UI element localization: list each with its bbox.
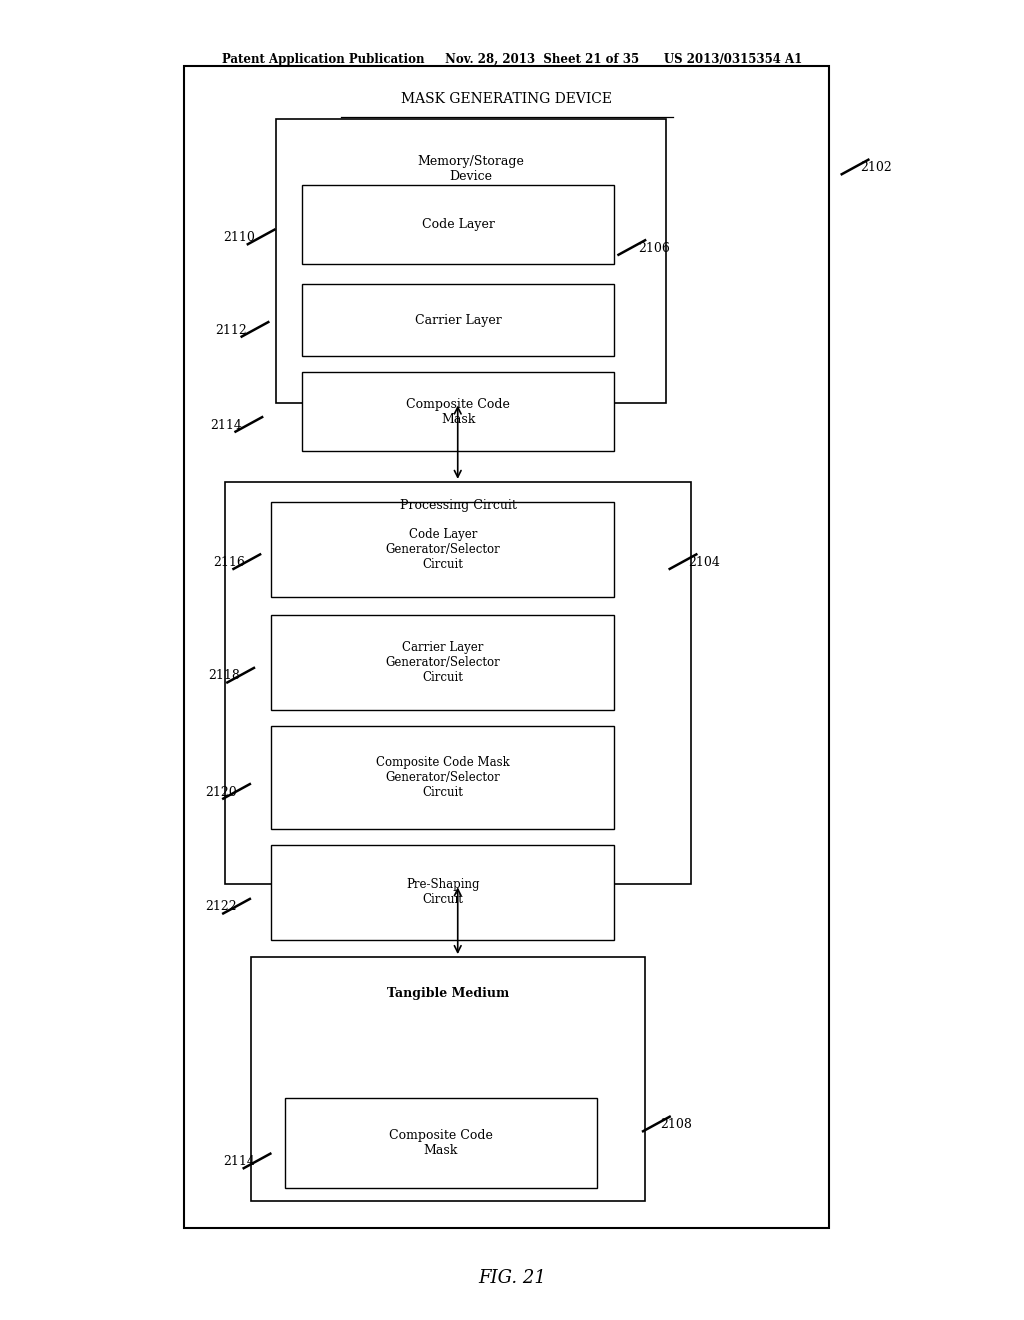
- Text: 2104: 2104: [688, 556, 720, 569]
- Text: 2102: 2102: [860, 161, 892, 174]
- FancyBboxPatch shape: [285, 1098, 597, 1188]
- Text: Composite Code
Mask: Composite Code Mask: [389, 1129, 493, 1158]
- FancyBboxPatch shape: [184, 66, 829, 1228]
- FancyBboxPatch shape: [271, 615, 614, 710]
- Text: Code Layer
Generator/Selector
Circuit: Code Layer Generator/Selector Circuit: [385, 528, 501, 570]
- Text: FIG. 21: FIG. 21: [478, 1269, 546, 1287]
- Text: 2106: 2106: [638, 242, 670, 255]
- Text: 2116: 2116: [213, 556, 245, 569]
- FancyBboxPatch shape: [302, 372, 614, 451]
- Text: Composite Code
Mask: Composite Code Mask: [407, 397, 510, 426]
- FancyBboxPatch shape: [271, 845, 614, 940]
- FancyBboxPatch shape: [276, 119, 666, 403]
- FancyBboxPatch shape: [225, 482, 691, 884]
- Text: Code Layer: Code Layer: [422, 218, 495, 231]
- Text: 2114: 2114: [223, 1155, 255, 1168]
- Text: 2110: 2110: [223, 231, 255, 244]
- FancyBboxPatch shape: [302, 284, 614, 356]
- FancyBboxPatch shape: [302, 185, 614, 264]
- Text: Composite Code Mask
Generator/Selector
Circuit: Composite Code Mask Generator/Selector C…: [376, 756, 510, 799]
- Text: Processing Circuit: Processing Circuit: [399, 499, 517, 512]
- Text: 2112: 2112: [215, 323, 247, 337]
- Text: Carrier Layer: Carrier Layer: [415, 314, 502, 326]
- Text: 2120: 2120: [205, 785, 237, 799]
- FancyBboxPatch shape: [271, 502, 614, 597]
- Text: Carrier Layer
Generator/Selector
Circuit: Carrier Layer Generator/Selector Circuit: [385, 642, 501, 684]
- Text: 2122: 2122: [205, 900, 237, 913]
- FancyBboxPatch shape: [271, 726, 614, 829]
- Text: MASK GENERATING DEVICE: MASK GENERATING DEVICE: [401, 92, 612, 106]
- Text: 2118: 2118: [208, 669, 240, 682]
- Text: Patent Application Publication     Nov. 28, 2013  Sheet 21 of 35      US 2013/03: Patent Application Publication Nov. 28, …: [222, 53, 802, 66]
- Text: Tangible Medium: Tangible Medium: [387, 987, 509, 1001]
- FancyBboxPatch shape: [251, 957, 645, 1201]
- Text: Pre-Shaping
Circuit: Pre-Shaping Circuit: [407, 878, 479, 907]
- Text: Memory/Storage
Device: Memory/Storage Device: [418, 154, 524, 183]
- Text: 2114: 2114: [210, 418, 242, 432]
- Text: 2108: 2108: [660, 1118, 692, 1131]
